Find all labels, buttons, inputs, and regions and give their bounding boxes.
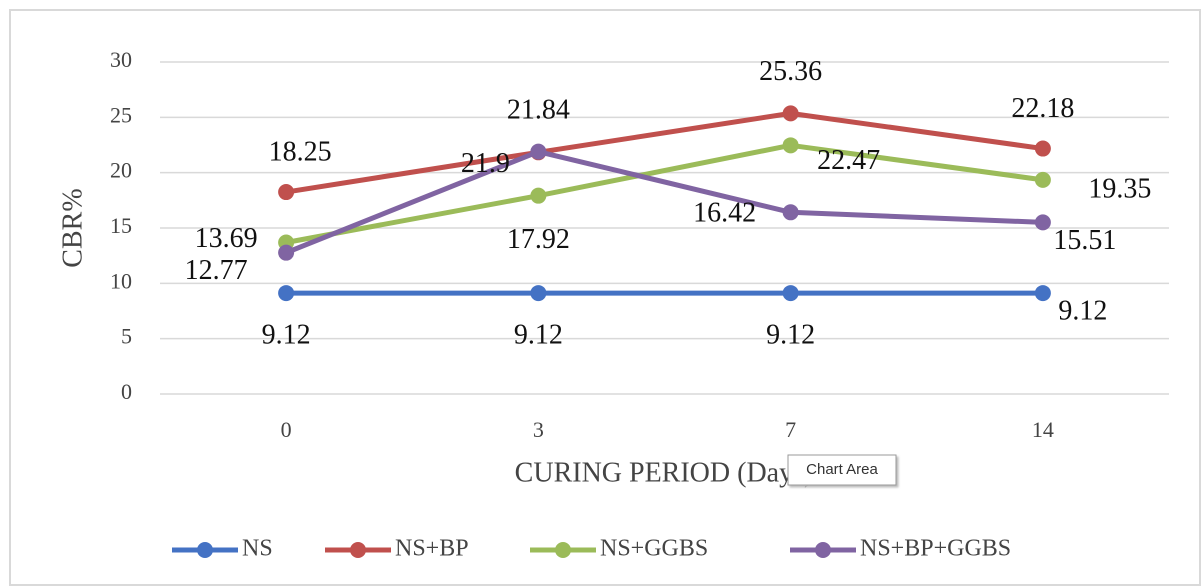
data-point: [278, 244, 295, 261]
data-label: 9.12: [1058, 295, 1107, 326]
y-tick-label: 10: [110, 268, 132, 293]
y-tick-label: 5: [121, 324, 132, 349]
data-label: 15.51: [1053, 225, 1116, 256]
data-label: 9.12: [262, 319, 311, 350]
tooltip: Chart Area: [787, 454, 897, 486]
tooltip-text: Chart Area: [806, 461, 878, 478]
x-axis-title: CURING PERIOD (Days): [515, 457, 814, 488]
data-point: [278, 285, 295, 302]
data-label: 25.36: [759, 56, 822, 87]
data-point: [1034, 140, 1051, 157]
legend: NS NS+BP NS+GGBS NS+BP+GGBS: [172, 536, 1011, 562]
data-label: 9.12: [514, 319, 563, 350]
data-point: [530, 187, 547, 204]
data-label: 17.92: [507, 224, 570, 255]
data-label: 13.69: [195, 223, 258, 254]
series-line: [285, 110, 1044, 195]
y-tick-label: 25: [110, 102, 132, 127]
data-point: [1034, 285, 1051, 302]
data-point: [1034, 214, 1051, 231]
x-tick-label: 7: [785, 417, 796, 442]
data-label: 19.35: [1088, 173, 1151, 204]
y-tick-label: 30: [110, 47, 132, 72]
legend-label: NS+BP: [395, 536, 469, 562]
data-label: 9.12: [766, 319, 815, 350]
legend-marker: [197, 542, 213, 558]
legend-marker: [350, 542, 366, 558]
data-label: 16.42: [693, 198, 756, 229]
data-point: [782, 204, 799, 221]
plot-area: 0 5 10 15 20 25 30 0 3 7 14 9.12 9.12 9.12 9.12 18.25 21…: [110, 47, 1169, 442]
x-tick-label: 14: [1032, 417, 1054, 442]
data-point: [782, 285, 799, 302]
legend-label: NS+GGBS: [600, 536, 708, 562]
data-point: [530, 285, 547, 302]
data-point: [530, 143, 547, 160]
y-axis-title: CBR%: [57, 188, 88, 267]
x-tick-label: 3: [533, 417, 544, 442]
legend-label: NS: [242, 536, 273, 562]
data-point: [278, 184, 295, 201]
legend-label: NS+BP+GGBS: [860, 536, 1011, 562]
y-tick-label: 0: [121, 379, 132, 404]
tooltip-box: [787, 454, 897, 486]
data-label: 18.25: [269, 136, 332, 167]
data-label: 21.9: [461, 148, 510, 179]
legend-marker: [555, 542, 571, 558]
y-tick-label: 15: [110, 213, 132, 238]
series-line: [285, 149, 1043, 255]
data-label: 12.77: [185, 255, 248, 286]
series-line: [285, 142, 1044, 245]
data-point: [782, 105, 799, 122]
y-tick-label: 20: [110, 158, 132, 183]
data-point: [782, 137, 799, 154]
chart-border: [9, 9, 1201, 586]
data-label: 21.84: [507, 95, 570, 126]
legend-marker: [815, 542, 831, 558]
data-point: [1034, 171, 1051, 188]
data-label: 22.47: [817, 145, 880, 176]
x-tick-label: 0: [281, 417, 292, 442]
data-label: 22.18: [1011, 93, 1074, 124]
